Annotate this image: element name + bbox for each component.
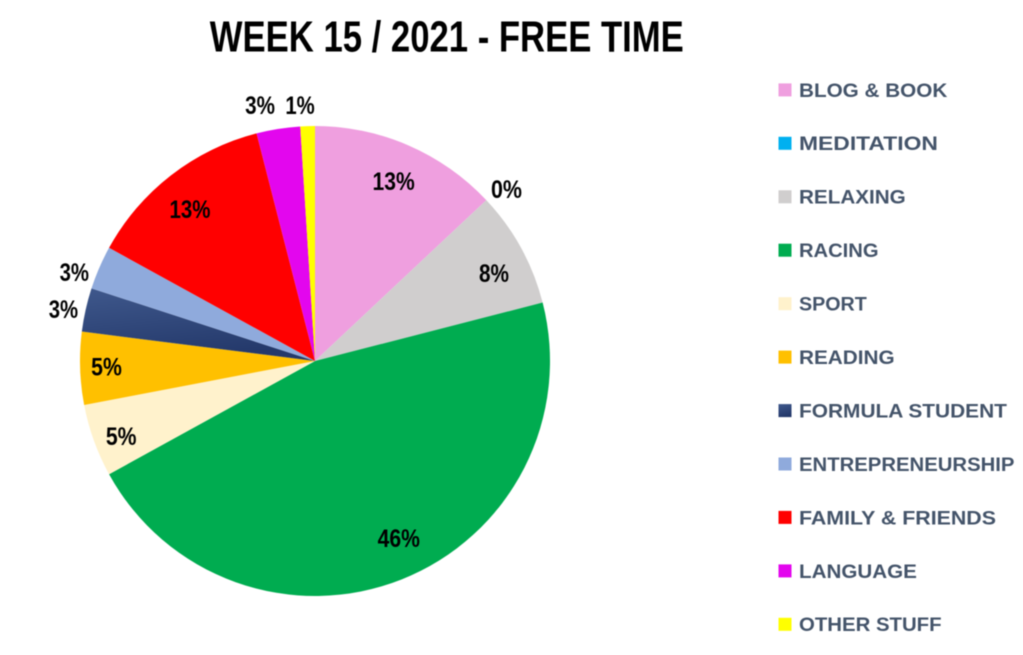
svg-text:OTHER STUFF: OTHER STUFF	[799, 615, 942, 636]
svg-text:FORMULA STUDENT: FORMULA STUDENT	[799, 401, 1007, 422]
svg-text:MEDITATION: MEDITATION	[799, 134, 938, 155]
svg-text:WEEK 15 / 2021 - FREE TIME: WEEK 15 / 2021 - FREE TIME	[210, 13, 684, 62]
svg-text:1%: 1%	[285, 91, 314, 120]
svg-text:ENTREPRENEURSHIP: ENTREPRENEURSHIP	[799, 454, 1014, 475]
svg-text:0%: 0%	[491, 176, 522, 204]
svg-text:3%: 3%	[60, 258, 89, 287]
svg-text:8%: 8%	[479, 259, 509, 287]
svg-text:LANGUAGE: LANGUAGE	[799, 562, 917, 583]
svg-text:46%: 46%	[378, 524, 420, 552]
svg-text:3%: 3%	[49, 295, 78, 324]
svg-text:13%: 13%	[170, 195, 211, 223]
svg-text:5%: 5%	[91, 353, 122, 381]
svg-text:3%: 3%	[245, 91, 275, 119]
svg-text:13%: 13%	[373, 167, 415, 195]
svg-text:5%: 5%	[106, 422, 137, 450]
svg-text:FAMILY & FRIENDS: FAMILY & FRIENDS	[799, 508, 996, 529]
svg-text:RELAXING: RELAXING	[799, 187, 906, 208]
svg-text:RACING: RACING	[799, 241, 879, 262]
svg-text:SPORT: SPORT	[799, 294, 867, 316]
svg-text:READING: READING	[799, 348, 895, 369]
svg-text:BLOG & BOOK: BLOG & BOOK	[799, 81, 948, 102]
